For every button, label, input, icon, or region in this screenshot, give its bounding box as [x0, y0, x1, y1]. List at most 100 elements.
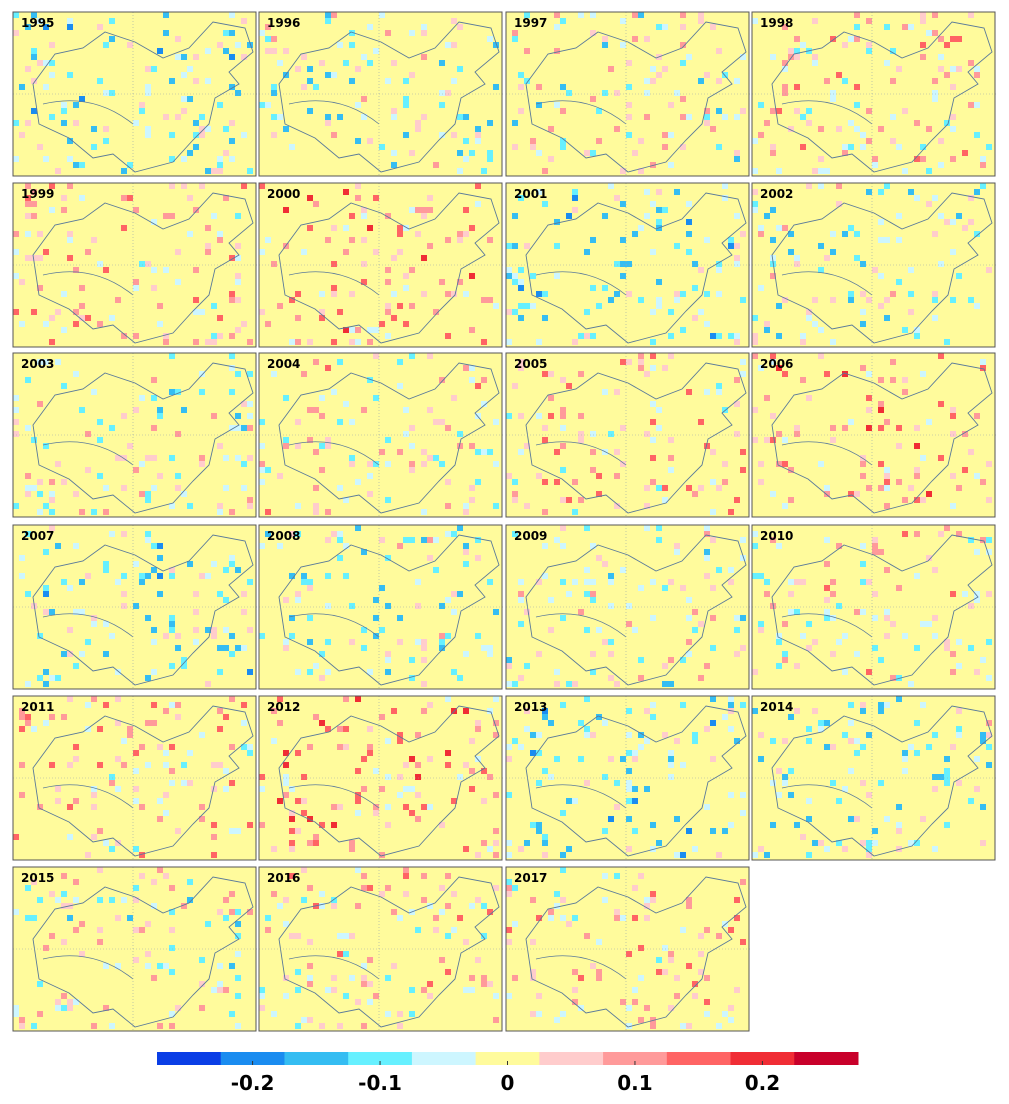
map-cell — [469, 768, 475, 774]
map-cell — [704, 321, 710, 327]
map-cell — [632, 786, 638, 792]
map-cell — [644, 485, 650, 491]
map-cell — [794, 108, 800, 114]
map-cell — [920, 54, 926, 60]
map-cell — [307, 579, 313, 585]
map-cell — [530, 303, 536, 309]
map-cell — [109, 425, 115, 431]
map-cell — [43, 365, 49, 371]
map-cell — [668, 957, 674, 963]
map-cell — [608, 431, 614, 437]
map-cell — [914, 750, 920, 756]
map-cell — [235, 909, 241, 915]
map-cell — [373, 461, 379, 467]
map-cell — [151, 903, 157, 909]
map-cell — [169, 744, 175, 750]
map-cell — [668, 42, 674, 48]
map-cell — [385, 461, 391, 467]
map-cell — [49, 525, 55, 531]
map-cell — [187, 66, 193, 72]
map-cell — [638, 297, 644, 303]
map-cell — [403, 762, 409, 768]
map-cell — [884, 419, 890, 425]
map-cell — [728, 395, 734, 401]
map-cell — [103, 443, 109, 449]
map-cell — [860, 309, 866, 315]
map-cell — [43, 24, 49, 30]
map-cell — [223, 732, 229, 738]
map-cell — [854, 255, 860, 261]
map-cell — [463, 389, 469, 395]
map-cell — [103, 267, 109, 273]
map-cell — [283, 473, 289, 479]
map-cell — [830, 231, 836, 237]
map-cell — [157, 303, 163, 309]
map-cell — [728, 567, 734, 573]
map-cell — [199, 114, 205, 120]
map-cell — [806, 816, 812, 822]
map-cell — [938, 36, 944, 42]
map-cell — [409, 537, 415, 543]
map-cell — [121, 225, 127, 231]
map-cell — [133, 573, 139, 579]
map-cell — [145, 531, 151, 537]
map-cell — [457, 774, 463, 780]
map-cell — [349, 933, 355, 939]
map-cell — [259, 543, 265, 549]
map-cell — [728, 237, 734, 243]
map-cell — [373, 437, 379, 443]
map-cell — [175, 303, 181, 309]
map-cell — [626, 768, 632, 774]
map-cell — [283, 792, 289, 798]
map-cell — [337, 114, 343, 120]
map-cell — [319, 315, 325, 321]
map-cell — [638, 975, 644, 981]
map-cell — [614, 90, 620, 96]
map-cell — [932, 657, 938, 663]
map-cell — [950, 431, 956, 437]
map-cell — [830, 615, 836, 621]
map-cell — [397, 285, 403, 291]
map-cell — [13, 120, 19, 126]
map-cell — [403, 443, 409, 449]
map-cell — [217, 231, 223, 237]
map-cell — [427, 804, 433, 810]
map-cell — [560, 810, 566, 816]
map-cell — [115, 963, 121, 969]
map-cell — [235, 279, 241, 285]
map-cell — [692, 981, 698, 987]
map-cell — [175, 633, 181, 639]
map-cell — [169, 401, 175, 407]
map-cell — [902, 702, 908, 708]
map-cell — [548, 774, 554, 780]
map-cell — [728, 1017, 734, 1023]
map-cell — [73, 897, 79, 903]
map-cell — [271, 48, 277, 54]
map-cell — [235, 371, 241, 377]
map-cell — [313, 834, 319, 840]
map-cell — [283, 774, 289, 780]
map-cell — [373, 993, 379, 999]
map-cell — [692, 261, 698, 267]
map-cell — [319, 443, 325, 449]
map-cell — [602, 36, 608, 42]
map-cell — [325, 114, 331, 120]
map-cell — [626, 621, 632, 627]
map-cell — [421, 291, 427, 297]
map-cell — [860, 651, 866, 657]
panel-year: 1996 — [267, 16, 300, 30]
map-cell — [620, 756, 626, 762]
map-cell — [860, 744, 866, 750]
map-cell — [445, 762, 451, 768]
map-cell — [397, 195, 403, 201]
map-cell — [223, 195, 229, 201]
map-cell — [782, 503, 788, 509]
map-cell — [229, 120, 235, 126]
map-cell — [481, 297, 487, 303]
map-cell — [373, 48, 379, 54]
map-cell — [788, 579, 794, 585]
map-cell — [974, 786, 980, 792]
map-cell — [848, 702, 854, 708]
map-cell — [433, 537, 439, 543]
map-cell — [133, 897, 139, 903]
